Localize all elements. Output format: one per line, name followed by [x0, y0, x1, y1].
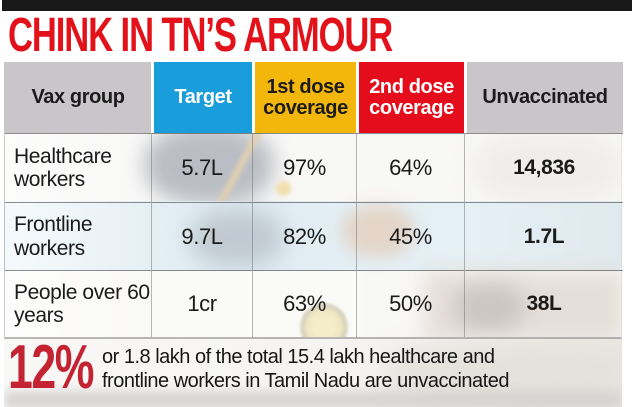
cell-target: 9.7L — [151, 202, 252, 270]
stat-percentage: 12% — [8, 333, 94, 402]
column-header-target: Target — [151, 62, 252, 133]
footer-note: 12% or 1.8 lakh of the total 15.4 lakh h… — [4, 337, 622, 407]
cell-unvaccinated: 14,836 — [464, 133, 623, 202]
footer-text-line2: frontline workers in Tamil Nadu are unva… — [102, 369, 509, 392]
column-header-label: 2nd dose coverage — [369, 76, 454, 119]
top-border-bar — [2, 0, 632, 11]
cell-dose2: 50% — [356, 270, 464, 337]
footer-text-line1: or 1.8 lakh of the total 15.4 lakh healt… — [102, 346, 495, 368]
cell-unvaccinated: 38L — [464, 270, 623, 337]
cell-dose1: 82% — [252, 202, 356, 270]
column-header-label: 1st dose coverage — [263, 76, 348, 119]
cell-dose1: 63% — [252, 270, 356, 337]
column-header-unvaccinated: Unvaccinated — [464, 62, 623, 133]
row-label-healthcare: Healthcare workers — [5, 133, 151, 202]
photo-blob-bottom-strip — [4, 391, 622, 407]
column-header-label: Target — [174, 86, 232, 109]
column-header-vax-group: Vax group — [5, 62, 151, 133]
cell-dose1: 97% — [252, 133, 356, 202]
column-header-dose2: 2nd dose coverage — [356, 62, 464, 133]
cell-unvaccinated: 1.7L — [464, 202, 623, 270]
column-header-label: Unvaccinated — [482, 86, 608, 109]
cell-dose2: 45% — [356, 202, 464, 270]
cell-target: 1cr — [151, 270, 252, 337]
column-header-label: Vax group — [31, 86, 125, 109]
footer-text: or 1.8 lakh of the total 15.4 lakh healt… — [102, 346, 509, 393]
row-label-frontline: Frontline workers — [5, 202, 151, 270]
headline: CHINK IN TN’S ARMOUR — [8, 9, 393, 62]
cell-target: 5.7L — [151, 133, 252, 202]
table-board: Vax group Target 1st dose coverage 2nd d… — [4, 62, 623, 407]
row-label-over-60: People over 60 years — [5, 270, 151, 337]
cell-dose2: 64% — [356, 133, 464, 202]
column-header-dose1: 1st dose coverage — [252, 62, 356, 133]
vax-table: Vax group Target 1st dose coverage 2nd d… — [4, 62, 623, 339]
